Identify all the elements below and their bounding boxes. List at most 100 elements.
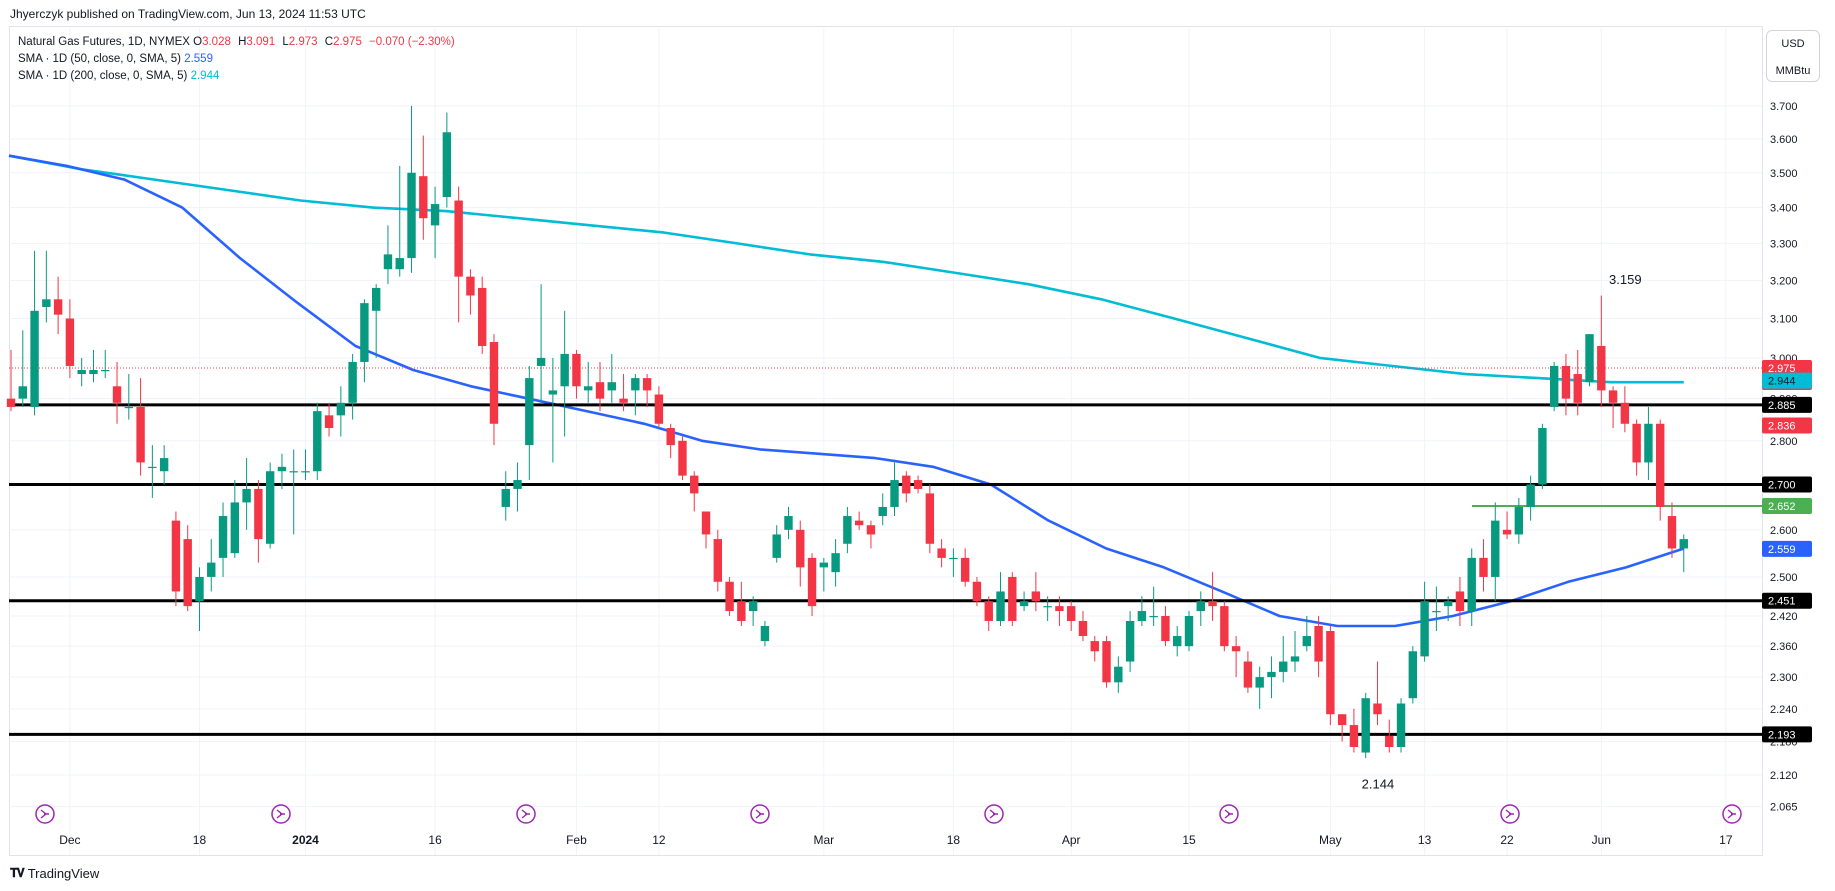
candle-up — [1255, 677, 1264, 688]
candle-down — [1349, 725, 1359, 747]
chart-legend: Natural Gas Futures, 1D, NYMEX O3.028 H3… — [18, 34, 459, 85]
event-marker-icon[interactable] — [271, 804, 291, 824]
candle-up — [748, 601, 758, 612]
candle-up — [843, 516, 852, 544]
event-marker-arrow — [1224, 809, 1233, 819]
candle-down — [136, 406, 145, 463]
candle-down — [1597, 345, 1606, 391]
y-tick-label: 3.700 — [1770, 101, 1798, 113]
candle-up — [242, 488, 251, 503]
candle-up — [760, 625, 770, 642]
x-tick-label: 18 — [193, 833, 207, 847]
sma50-line — [8, 154, 1685, 628]
candle-up — [1467, 557, 1476, 612]
candle-up — [159, 458, 169, 472]
footer-brand[interactable]: 𝐓𝐕 TradingView — [10, 866, 99, 881]
x-tick-label: 15 — [1182, 833, 1196, 847]
candle-up — [289, 471, 298, 473]
price-axis-badge — [1762, 372, 1812, 389]
event-marker-icon[interactable] — [750, 804, 770, 824]
candle-up — [1302, 636, 1311, 647]
candle-up — [1196, 601, 1205, 612]
x-tick-label: Dec — [59, 833, 80, 847]
price-axis-badge — [1762, 726, 1812, 743]
event-marker-arrow — [1505, 809, 1514, 819]
candle-down — [1220, 606, 1229, 647]
candle-up — [1644, 423, 1653, 463]
currency-unit-selector[interactable]: USD MMBtu — [1766, 30, 1820, 82]
candle-down — [713, 539, 722, 582]
y-tick-label: 3.100 — [1770, 314, 1798, 326]
candle-down — [984, 601, 993, 621]
candle-down — [112, 386, 122, 403]
candle-up — [1267, 671, 1276, 678]
event-marker-icon[interactable] — [516, 804, 536, 824]
candle-up — [277, 466, 287, 472]
candle-down — [1620, 402, 1630, 424]
x-tick-label: 13 — [1418, 833, 1432, 847]
candle-up — [1279, 661, 1288, 672]
candle-up — [831, 553, 840, 573]
candle-up — [1408, 651, 1418, 699]
price-axis-badge-label: 2.975 — [1768, 363, 1796, 375]
candle-up — [819, 562, 829, 568]
candle-up — [525, 378, 534, 446]
candle-down — [1078, 620, 1088, 637]
candle-down — [254, 488, 263, 540]
legend-high-label: H — [238, 36, 247, 48]
candle-down — [1667, 516, 1677, 549]
legend-symbol[interactable]: Natural Gas Futures, 1D, NYMEX — [18, 36, 190, 48]
event-marker-arrow — [276, 809, 285, 819]
candle-down — [666, 428, 675, 446]
price-axis: 3.7003.6003.5003.4003.3003.2003.1003.000… — [1762, 101, 1812, 814]
candle-down — [1090, 641, 1099, 652]
candle-up — [1491, 520, 1500, 577]
candle-up — [1443, 601, 1453, 607]
candle-down — [1208, 601, 1217, 607]
candle-down — [937, 548, 946, 558]
candle-up — [996, 591, 1005, 621]
y-tick-label: 3.600 — [1770, 134, 1798, 146]
x-tick-label: 18 — [947, 833, 961, 847]
event-marker-icon[interactable] — [1500, 804, 1520, 824]
candle-up — [1125, 620, 1135, 662]
candle-up — [395, 258, 404, 270]
candle-down — [572, 353, 581, 387]
y-tick-label: 2.800 — [1770, 436, 1798, 448]
candle-up — [1043, 606, 1052, 608]
candle-down — [972, 581, 982, 602]
price-axis-badge — [1762, 476, 1812, 493]
candle-up — [1538, 428, 1547, 485]
event-marker-icon[interactable] — [984, 804, 1004, 824]
legend-sma50-row[interactable]: SMA · 1D (50, close, 0, SMA, 5) 2.559 — [18, 51, 459, 68]
candle-up — [560, 353, 569, 387]
y-tick-label: 2.500 — [1770, 572, 1798, 584]
candle-down — [595, 382, 605, 399]
y-tick-label: 2.300 — [1770, 672, 1798, 684]
y-tick-label: 3.400 — [1770, 203, 1798, 215]
candle-up — [230, 502, 240, 554]
candle-up — [42, 299, 51, 307]
candle-down — [619, 398, 628, 403]
price-axis-badge — [1762, 592, 1812, 609]
candle-down — [454, 200, 463, 277]
candle-down — [701, 511, 711, 535]
x-tick-label: 2024 — [292, 833, 319, 847]
candle-down — [1326, 630, 1335, 715]
event-marker-icon[interactable] — [35, 804, 55, 824]
candle-down — [1337, 714, 1347, 726]
candle-down — [1455, 591, 1465, 612]
candle-down — [1656, 423, 1665, 507]
event-marker-icon[interactable] — [1722, 804, 1742, 824]
x-tick-label: Feb — [566, 833, 587, 847]
candle-up — [784, 516, 793, 530]
legend-sma200-row[interactable]: SMA · 1D (200, close, 0, SMA, 5) 2.944 — [18, 68, 459, 85]
y-tick-label: 3.500 — [1770, 168, 1798, 180]
price-annotation: 2.144 — [1362, 776, 1395, 791]
event-marker-arrow — [989, 809, 998, 819]
candle-down — [65, 318, 75, 366]
event-marker-icon[interactable] — [1219, 804, 1239, 824]
publisher-caption: Jhyerczyk published on TradingView.com, … — [10, 7, 366, 21]
candle-up — [430, 204, 440, 226]
